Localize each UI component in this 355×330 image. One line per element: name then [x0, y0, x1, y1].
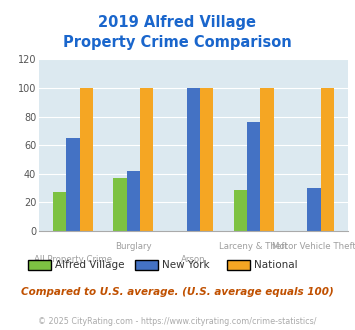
Text: New York: New York — [162, 260, 209, 270]
Bar — [187, 88, 200, 231]
Bar — [113, 178, 127, 231]
Bar — [200, 88, 213, 231]
Text: Motor Vehicle Theft: Motor Vehicle Theft — [272, 242, 355, 251]
Text: National: National — [254, 260, 297, 270]
Bar — [234, 189, 247, 231]
Bar — [321, 88, 334, 231]
Text: Compared to U.S. average. (U.S. average equals 100): Compared to U.S. average. (U.S. average … — [21, 287, 334, 297]
Text: 2019 Alfred Village: 2019 Alfred Village — [98, 15, 257, 30]
Bar — [140, 88, 153, 231]
Bar — [80, 88, 93, 231]
Text: Property Crime Comparison: Property Crime Comparison — [63, 35, 292, 50]
Text: All Property Crime: All Property Crime — [34, 255, 112, 264]
Text: Alfred Village: Alfred Village — [55, 260, 125, 270]
Bar — [66, 138, 80, 231]
Bar — [53, 192, 66, 231]
Text: © 2025 CityRating.com - https://www.cityrating.com/crime-statistics/: © 2025 CityRating.com - https://www.city… — [38, 317, 317, 326]
Bar — [307, 188, 321, 231]
Bar — [127, 171, 140, 231]
Bar — [247, 122, 260, 231]
Text: Burglary: Burglary — [115, 242, 152, 251]
Text: Larceny & Theft: Larceny & Theft — [219, 242, 288, 251]
Bar — [260, 88, 274, 231]
Text: Arson: Arson — [181, 255, 206, 264]
